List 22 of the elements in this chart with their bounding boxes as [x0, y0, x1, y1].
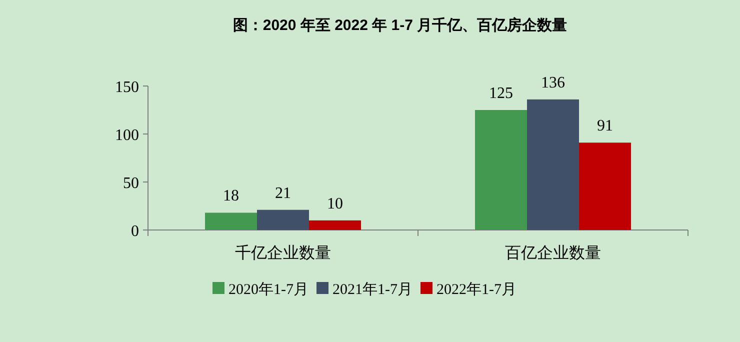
data-label: 136 [541, 74, 565, 92]
y-tick-label: 150 [115, 79, 139, 96]
bar [205, 212, 257, 230]
x-tick-label: 千亿企业数量 [235, 244, 331, 262]
bar [527, 99, 579, 230]
data-label: 10 [327, 195, 343, 212]
bar [475, 110, 527, 230]
y-tick-label: 0 [131, 223, 139, 240]
data-label: 91 [597, 118, 613, 135]
legend-label: 2020年1-7月 [228, 281, 308, 298]
data-label: 18 [223, 188, 239, 205]
bar [257, 210, 309, 230]
y-tick-label: 100 [115, 127, 139, 144]
legend-label: 2022年1-7月 [436, 281, 516, 298]
bar [309, 220, 361, 230]
data-label: 21 [275, 184, 291, 202]
x-tick-label: 百亿企业数量 [505, 244, 601, 262]
data-label: 125 [489, 85, 513, 102]
chart-title: 图：2020 年至 2022 年 1-7 月千亿、百亿房企数量 [232, 16, 568, 34]
y-tick-label: 50 [123, 175, 139, 192]
bar [579, 142, 631, 230]
legend-label: 2021年1-7月 [332, 281, 412, 298]
